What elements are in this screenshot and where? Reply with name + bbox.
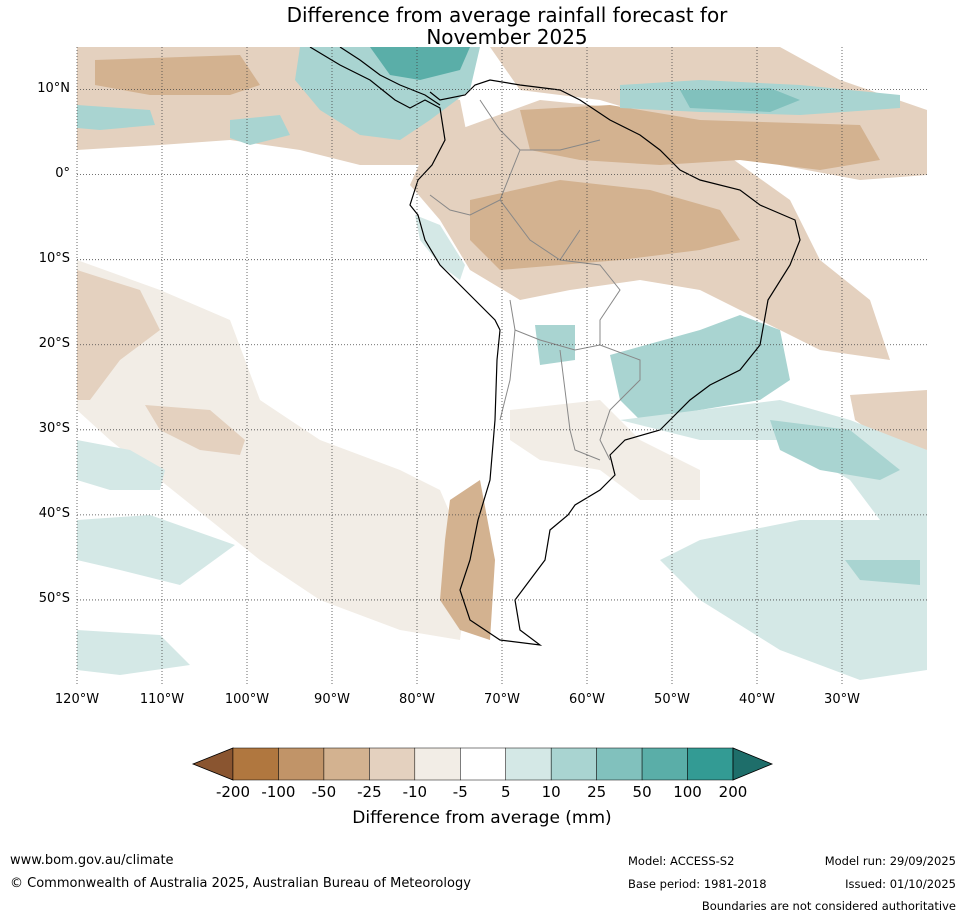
- website-text: www.bom.gov.au/climate: [10, 853, 174, 868]
- colorbar-tick-label: 50: [632, 783, 652, 801]
- borders: [429, 99, 641, 461]
- latitude-label: 50°S: [38, 590, 70, 606]
- latitude-label: 0°: [55, 165, 70, 181]
- map-title: Difference from average rainfall forecas…: [0, 4, 965, 48]
- wet-south-pacific-west: [77, 440, 165, 490]
- issued-text: Issued: 01/10/2025: [845, 877, 956, 891]
- colorbar-tick-label: -10: [402, 783, 428, 801]
- wet-brazil: [610, 315, 790, 420]
- colorbar-swatch: [232, 747, 279, 781]
- colorbar-label: Difference from average (mm): [352, 808, 612, 828]
- base-period-text: Base period: 1981-2018: [628, 877, 767, 891]
- longitude-label: 120°W: [54, 692, 100, 707]
- wet-central-america-core: [370, 47, 470, 80]
- colorbar-swatch: [414, 747, 461, 781]
- colorbar-swatch: [641, 747, 688, 781]
- longitude-label: 100°W: [224, 692, 270, 707]
- colorbar-tick-label: 10: [541, 783, 561, 801]
- colorbar-tick-label: -50: [311, 783, 337, 801]
- model-text: Model: ACCESS-S2: [628, 854, 735, 868]
- colorbar-tick-label: 100: [673, 783, 702, 801]
- wet-south-atlantic-core: [770, 420, 900, 480]
- wet-south-atlantic-east: [845, 560, 920, 585]
- latitude-label: 10°S: [38, 250, 70, 266]
- longitude-label: 80°W: [399, 692, 435, 707]
- colorbar-tick-label: -200: [215, 783, 251, 801]
- colorbar-swatch: [278, 747, 325, 781]
- wet-west-coast-peru: [415, 215, 465, 280]
- colorbar-swatch: [687, 747, 734, 781]
- colorbar: [191, 747, 774, 781]
- colorbar-arrow-min: [191, 747, 234, 781]
- coastline-central-america: [339, 47, 441, 106]
- boundaries-note: Boundaries are not considered authoritat…: [701, 899, 956, 913]
- model-run-text: Model run: 29/09/2025: [824, 854, 956, 868]
- longitude-label: 90°W: [314, 692, 350, 707]
- colorbar-tick-label: -100: [261, 783, 296, 801]
- dry-patch-pacific: [77, 270, 160, 400]
- colorbar-swatch: [596, 747, 643, 781]
- latitude-label: 40°S: [38, 505, 70, 521]
- colorbar-tick-label: 5: [500, 783, 511, 801]
- colorbar-tick-label: -25: [357, 783, 382, 801]
- colorbar-tick-label: -5: [452, 783, 468, 801]
- latitude-label: 20°S: [38, 335, 70, 351]
- colorbar-tick-label: 200: [718, 783, 748, 801]
- colorbar-swatch: [369, 747, 416, 781]
- dry-core-north-pacific: [95, 55, 260, 95]
- country-outlines: [309, 47, 801, 646]
- longitude-label: 110°W: [139, 692, 185, 707]
- dry-amazon-core: [470, 180, 740, 270]
- longitude-label: 30°W: [824, 692, 860, 707]
- title-line-1: Difference from average rainfall forecas…: [286, 3, 728, 27]
- colorbar-swatch: [323, 747, 370, 781]
- longitude-label: 40°W: [739, 692, 775, 707]
- colorbar-swatch: [550, 747, 597, 781]
- dry-band-eastern-pacific: [77, 260, 470, 640]
- longitude-label: 70°W: [484, 692, 520, 707]
- dry-patagonia: [440, 480, 495, 640]
- copyright-text: © Commonwealth of Australia 2025, Austra…: [10, 876, 471, 891]
- dry-guiana-core: [520, 105, 880, 170]
- colorbar-tick-label: 25: [587, 783, 607, 801]
- gridlines: [76, 47, 927, 685]
- wet-pacific-blob: [230, 115, 290, 145]
- wet-pacific-patch: [77, 105, 155, 130]
- latitude-label: 30°S: [38, 420, 70, 436]
- wet-south-pacific-sw: [77, 515, 235, 585]
- wet-caribbean-core: [680, 88, 800, 112]
- longitude-label: 60°W: [569, 692, 605, 707]
- dry-patch-south-atlantic: [850, 390, 927, 450]
- coastline-south-america: [309, 47, 801, 646]
- latitude-label: 10°N: [37, 80, 70, 96]
- colorbar-swatch: [460, 747, 506, 781]
- longitude-label: 50°W: [654, 692, 690, 707]
- title-line-2: November 2025: [426, 25, 588, 49]
- colorbar-arrow-max: [732, 747, 774, 781]
- colorbar-swatch: [505, 747, 552, 781]
